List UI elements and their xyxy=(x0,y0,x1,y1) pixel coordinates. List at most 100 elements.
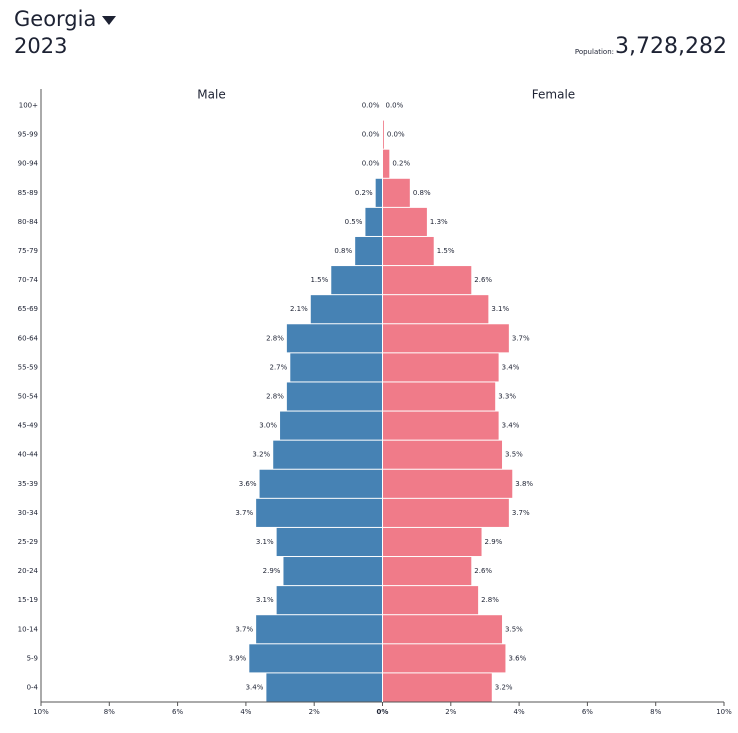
chart-subtitle: 2023 xyxy=(14,34,67,58)
bar xyxy=(382,557,472,586)
value-label: 3.6% xyxy=(239,480,257,488)
y-tick-label: 25-29 xyxy=(18,538,38,546)
value-label: 0.2% xyxy=(355,189,373,197)
bar xyxy=(249,644,383,673)
bar xyxy=(256,615,383,644)
value-label: 3.0% xyxy=(259,422,277,430)
y-tick-label: 10-14 xyxy=(18,625,39,633)
bar xyxy=(382,527,482,557)
x-tick-label: 8% xyxy=(104,708,115,716)
y-tick-label: 90-94 xyxy=(18,160,39,168)
bar xyxy=(266,673,383,702)
bar xyxy=(382,266,472,295)
value-label: 1.3% xyxy=(430,218,448,226)
value-label: 2.7% xyxy=(269,363,287,371)
bar xyxy=(382,615,503,644)
value-label: 3.2% xyxy=(252,451,270,459)
value-label: 2.1% xyxy=(290,305,308,313)
y-tick-label: 50-54 xyxy=(18,393,39,401)
x-tick-label: 6% xyxy=(582,708,593,716)
bar xyxy=(310,295,383,324)
bar xyxy=(382,469,513,498)
y-tick-label: 20-24 xyxy=(18,567,39,575)
bar xyxy=(365,207,383,236)
bar xyxy=(382,440,503,469)
y-tick-label: 95-99 xyxy=(18,131,38,139)
value-label: 3.6% xyxy=(508,654,526,662)
bar xyxy=(382,498,509,527)
value-label: 3.8% xyxy=(515,480,533,488)
bar xyxy=(290,353,383,382)
value-label: 3.9% xyxy=(229,654,247,662)
x-tick-label: 8% xyxy=(650,708,661,716)
value-label: 3.1% xyxy=(256,596,274,604)
y-tick-label: 65-69 xyxy=(18,305,38,313)
bar xyxy=(382,324,509,353)
value-label: 0.5% xyxy=(345,218,363,226)
y-tick-label: 100+ xyxy=(19,102,38,110)
value-label: 0.8% xyxy=(413,189,431,197)
value-label: 2.6% xyxy=(474,567,492,575)
bar xyxy=(382,178,410,207)
bar xyxy=(382,295,489,324)
bar xyxy=(382,644,506,673)
value-label: 0.0% xyxy=(362,131,380,139)
bar xyxy=(276,586,383,615)
bar xyxy=(331,266,383,295)
value-label: 3.4% xyxy=(246,683,264,691)
y-tick-label: 30-34 xyxy=(18,509,39,517)
y-tick-label: 40-44 xyxy=(18,451,39,459)
x-tick-label: 2% xyxy=(445,708,456,716)
legend-label: Female xyxy=(532,88,575,102)
chart-title: Georgia xyxy=(14,7,96,31)
bar xyxy=(283,557,383,586)
value-label: 3.7% xyxy=(512,509,530,517)
y-tick-label: 5-9 xyxy=(27,654,38,662)
bar xyxy=(382,207,427,236)
bar xyxy=(286,324,383,353)
value-label: 0.0% xyxy=(387,131,405,139)
y-tick-label: 0-4 xyxy=(27,683,39,691)
y-tick-label: 70-74 xyxy=(18,276,39,284)
value-label: 3.3% xyxy=(498,393,516,401)
x-tick-label: 4% xyxy=(240,708,251,716)
y-tick-label: 55-59 xyxy=(18,363,38,371)
value-label: 2.9% xyxy=(485,538,503,546)
population-value: 3,728,282 xyxy=(615,34,727,59)
bar xyxy=(382,673,492,702)
value-label: 0.0% xyxy=(362,102,380,110)
value-label: 1.5% xyxy=(310,276,328,284)
x-tick-label: 0% xyxy=(377,708,389,716)
bar xyxy=(382,382,496,411)
bar xyxy=(273,440,383,469)
bar xyxy=(382,586,479,615)
bar xyxy=(375,178,383,207)
value-label: 2.8% xyxy=(481,596,499,604)
bar xyxy=(382,120,384,149)
bar xyxy=(256,498,383,527)
dropdown-arrow[interactable] xyxy=(102,16,116,25)
value-label: 3.7% xyxy=(512,334,530,342)
y-tick-label: 35-39 xyxy=(18,480,38,488)
bar xyxy=(382,411,499,440)
value-label: 3.7% xyxy=(235,509,253,517)
y-tick-label: 45-49 xyxy=(18,422,38,430)
value-label: 3.4% xyxy=(502,363,520,371)
value-label: 0.2% xyxy=(392,160,410,168)
x-tick-label: 10% xyxy=(716,708,732,716)
value-label: 0.0% xyxy=(386,102,404,110)
legend-label: Male xyxy=(197,88,225,102)
value-label: 2.8% xyxy=(266,334,284,342)
bar xyxy=(259,469,383,498)
value-label: 3.4% xyxy=(502,422,520,430)
value-label: 3.5% xyxy=(505,625,523,633)
value-label: 3.1% xyxy=(256,538,274,546)
bar xyxy=(286,382,383,411)
x-tick-label: 6% xyxy=(172,708,183,716)
value-label: 2.6% xyxy=(474,276,492,284)
population-caption: Population: xyxy=(575,48,614,56)
y-tick-label: 80-84 xyxy=(18,218,39,226)
bar xyxy=(280,411,383,440)
bar xyxy=(276,527,383,557)
